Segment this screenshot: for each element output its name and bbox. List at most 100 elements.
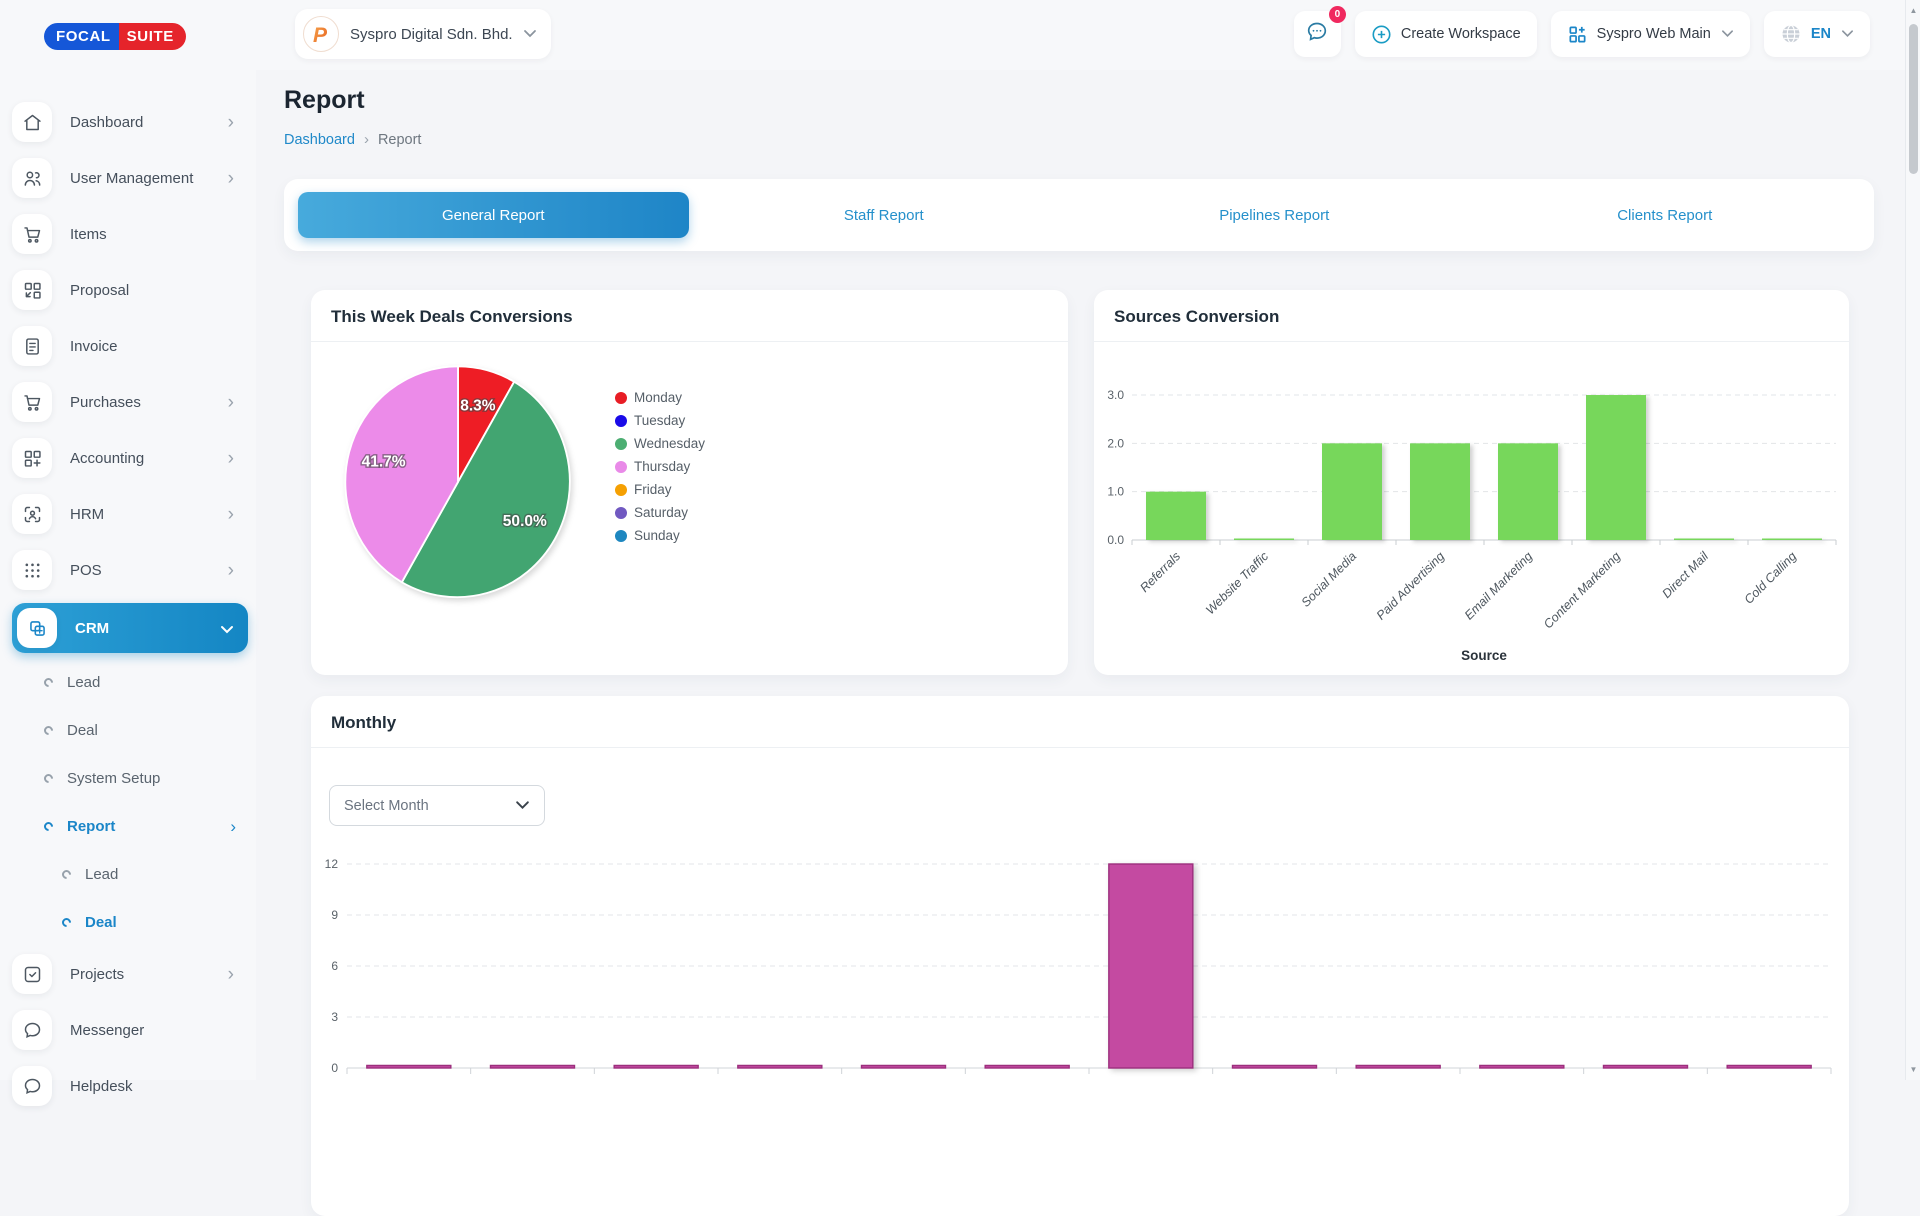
bullet-icon (42, 819, 55, 833)
legend-dot-icon (615, 414, 627, 427)
sidebar-subitem-report[interactable]: Report › (0, 807, 256, 845)
deals-conversions-card: This Week Deals Conversions 8.3% 50.0% 41.… (311, 290, 1068, 675)
legend-item-wednesday[interactable]: Wednesday (615, 432, 705, 455)
sidebar-item-proposal[interactable]: Proposal (12, 267, 248, 313)
chevron-right-icon: › (230, 816, 236, 836)
create-workspace-label: Create Workspace (1400, 26, 1521, 42)
sidebar-subitem-lead[interactable]: Lead (0, 663, 256, 701)
sidebar-item-crm[interactable]: CRM (12, 603, 248, 653)
monthly-bar[interactable] (984, 1064, 1070, 1069)
bar-paid-advertising[interactable] (1410, 443, 1470, 540)
bar-website-traffic[interactable] (1234, 538, 1294, 541)
y-axis-tick-label: 6 (331, 959, 338, 973)
bar-social-media[interactable] (1322, 443, 1382, 540)
focal-suite-logo: FOCAL SUITE (44, 23, 186, 50)
pie-legend: Monday Tuesday Wednesday Thursday Friday Satu… (615, 386, 705, 605)
helpdesk-icon (12, 1066, 52, 1106)
monthly-bar[interactable] (1479, 1064, 1565, 1069)
svg-text:P: P (313, 24, 328, 47)
card-title: Monthly (331, 713, 397, 732)
legend-item-thursday[interactable]: Thursday (615, 455, 705, 478)
chevron-down-icon (1841, 26, 1854, 42)
monthly-bar[interactable] (737, 1064, 823, 1069)
scroll-down-icon[interactable]: ▼ (1909, 1065, 1918, 1074)
legend-dot-icon (615, 529, 627, 542)
sidebar-item-projects[interactable]: Projects › (12, 951, 248, 997)
sidebar-item-helpdesk[interactable]: Helpdesk (12, 1063, 248, 1109)
monthly-bar[interactable] (1108, 863, 1194, 1069)
sidebar-item-label: Helpdesk (70, 1077, 133, 1095)
sidebar-item-user-management[interactable]: User Management › (12, 155, 248, 201)
sources-conversion-card: Sources Conversion 0.0 1.0 2.0 3.0 Referrals… (1094, 290, 1849, 675)
scrollbar-thumb[interactable] (1909, 24, 1918, 174)
messages-button[interactable]: 0 (1293, 6, 1346, 57)
main-content: Report Dashboard › Report General Report… (284, 0, 1874, 1216)
bar-direct-mail[interactable] (1674, 538, 1734, 541)
language-code: EN (1810, 26, 1831, 42)
monthly-bar[interactable] (366, 1064, 452, 1069)
bar-referrals[interactable] (1146, 491, 1206, 540)
bar-content-marketing[interactable] (1586, 395, 1646, 540)
globe-icon (1780, 23, 1802, 45)
sidebar-item-label: Purchases (70, 393, 141, 411)
sidebar-subitem-system-setup[interactable]: System Setup (0, 759, 256, 797)
bar-cold-calling[interactable] (1762, 538, 1822, 541)
x-axis-title: Source (1461, 648, 1507, 663)
create-workspace-button[interactable]: Create Workspace (1354, 11, 1537, 57)
sidebar-item-items[interactable]: Items (12, 211, 248, 257)
tab-clients-report[interactable]: Clients Report (1617, 206, 1713, 224)
chevron-right-icon: › (363, 131, 369, 148)
sidebar-item-dashboard[interactable]: Dashboard › (12, 99, 248, 145)
sidebar-subitem-deal[interactable]: Deal (0, 711, 256, 749)
sidebar-item-label: User Management (70, 169, 194, 187)
plus-circle-icon (1371, 24, 1392, 45)
pie-slice-wednesday[interactable] (400, 380, 571, 599)
breadcrumb-dashboard-link[interactable]: Dashboard (284, 131, 355, 148)
language-selector[interactable]: EN (1763, 11, 1870, 57)
tab-general-report[interactable]: General Report (298, 192, 689, 238)
active-workspace-switcher[interactable]: Syspro Web Main (1550, 11, 1750, 57)
sidebar-item-pos[interactable]: POS › (12, 547, 248, 593)
workspace-logo-icon: P (303, 16, 339, 52)
legend-label: Wednesday (634, 436, 706, 451)
logo-suite: SUITE (118, 23, 186, 50)
sidebar-subitem-report-lead[interactable]: Lead (0, 855, 256, 893)
monthly-bar[interactable] (860, 1064, 947, 1069)
tab-pipelines-report[interactable]: Pipelines Report (1219, 206, 1330, 224)
x-axis-category-label: Referrals (1137, 549, 1183, 595)
pie-slice-thursday[interactable] (344, 365, 459, 584)
monthly-bar[interactable] (613, 1064, 699, 1069)
legend-item-monday[interactable]: Monday (615, 386, 705, 409)
legend-label: Thursday (634, 459, 691, 474)
legend-item-saturday[interactable]: Saturday (615, 501, 705, 524)
y-axis-tick-label: 3 (331, 1010, 338, 1024)
tab-staff-report[interactable]: Staff Report (843, 206, 924, 224)
legend-item-friday[interactable]: Friday (615, 478, 705, 501)
monthly-bar[interactable] (1355, 1064, 1441, 1069)
sidebar-item-purchases[interactable]: Purchases › (12, 379, 248, 425)
monthly-bar[interactable] (1231, 1064, 1318, 1069)
sources-bar-chart: 0.0 1.0 2.0 3.0 Referrals Website Traffic Soci… (1107, 388, 1837, 663)
workspace-selector[interactable]: P Syspro Digital Sdn. Bhd. (295, 9, 551, 59)
vertical-scrollbar[interactable]: ▲ ▼ (1905, 0, 1920, 1080)
bar-email-marketing[interactable] (1498, 443, 1558, 540)
cart-icon (12, 382, 52, 422)
users-icon (12, 158, 52, 198)
sidebar-item-accounting[interactable]: Accounting › (12, 435, 248, 481)
legend-item-tuesday[interactable]: Tuesday (615, 409, 705, 432)
scroll-up-icon[interactable]: ▲ (1909, 6, 1918, 15)
legend-dot-icon (615, 391, 627, 404)
select-month-dropdown[interactable]: Select Month (329, 785, 545, 826)
monthly-bar[interactable] (489, 1064, 576, 1069)
legend-label: Tuesday (634, 413, 686, 428)
monthly-bar[interactable] (1726, 1064, 1812, 1069)
pie-slice-label: 50.0% (503, 513, 547, 530)
sidebar-subitem-report-deal[interactable]: Deal (0, 903, 256, 941)
monthly-bar[interactable] (1602, 1064, 1689, 1069)
sidebar-item-invoice[interactable]: Invoice (12, 323, 248, 369)
sidebar: Dashboard › User Management › Items Prop… (0, 70, 256, 1106)
legend-item-sunday[interactable]: Sunday (615, 524, 705, 547)
sidebar-item-hrm[interactable]: HRM › (12, 491, 248, 537)
sidebar-item-messenger[interactable]: Messenger (12, 1007, 248, 1053)
sidebar-item-label: Accounting (70, 449, 145, 467)
